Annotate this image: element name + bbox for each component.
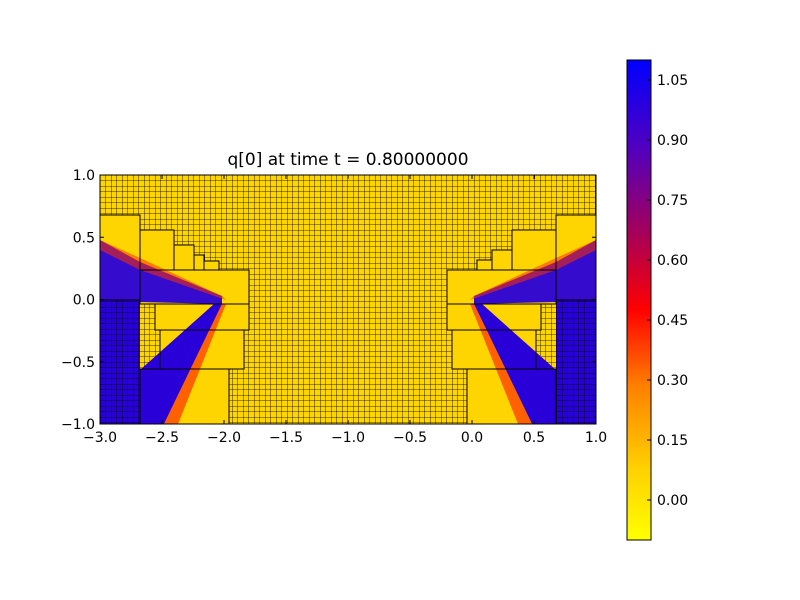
colorbar-tick-label: 0.75 xyxy=(657,193,688,209)
right-lower-corner-region xyxy=(556,300,596,424)
colorbar-tick-label: 0.45 xyxy=(657,313,688,329)
x-tick-label: 1.0 xyxy=(585,430,607,446)
colorbar xyxy=(626,59,652,541)
colorbar-tick-label: 0.60 xyxy=(657,253,688,269)
x-tick-label: −1.0 xyxy=(331,430,365,446)
x-tick-label: 0.5 xyxy=(523,430,545,446)
x-axis: −3.0 −2.5 −2.0 −1.5 −1.0 −0.5 0.0 0.5 1.0 xyxy=(83,175,607,446)
left-lower-band xyxy=(140,304,222,424)
y-tick-label: −1.0 xyxy=(61,417,95,433)
colorbar-ticks: 1.05 0.90 0.75 0.60 0.45 0.30 0.15 0.00 xyxy=(647,73,688,509)
colorbar-tick-label: 0.15 xyxy=(657,433,688,449)
y-tick-label: 0.5 xyxy=(73,230,95,246)
x-tick-label: −2.5 xyxy=(145,430,179,446)
colorbar-tick-label: 0.00 xyxy=(657,493,688,509)
x-tick-label: −0.5 xyxy=(393,430,427,446)
y-tick-label: 1.0 xyxy=(73,168,95,184)
right-patch-border-4 xyxy=(466,368,557,424)
colorbar-tick-label: 0.30 xyxy=(657,373,688,389)
y-tick-label: −0.5 xyxy=(61,355,95,371)
left-patch-border-5 xyxy=(100,214,141,301)
right-lower-band-edge xyxy=(470,304,532,424)
right-lower-band xyxy=(474,304,556,424)
x-tick-label: −2.0 xyxy=(207,430,241,446)
y-tick-label: 0.0 xyxy=(73,293,95,309)
y-axis: 1.0 0.5 0.0 −0.5 −1.0 xyxy=(61,168,596,433)
colorbar-tick-label: 0.90 xyxy=(657,133,688,149)
right-patch-border-5 xyxy=(555,214,596,301)
x-tick-label: −3.0 xyxy=(83,430,117,446)
left-lower-band-edge xyxy=(164,304,226,424)
left-patch-border-4 xyxy=(139,368,230,424)
left-lower-corner-region xyxy=(100,300,140,424)
chart-title: q[0] at time t = 0.80000000 xyxy=(227,150,468,170)
colorbar-tick-label: 1.05 xyxy=(657,73,688,89)
x-tick-label: −1.5 xyxy=(269,430,303,446)
plot-area xyxy=(100,175,596,424)
x-tick-label: 0.0 xyxy=(461,430,483,446)
